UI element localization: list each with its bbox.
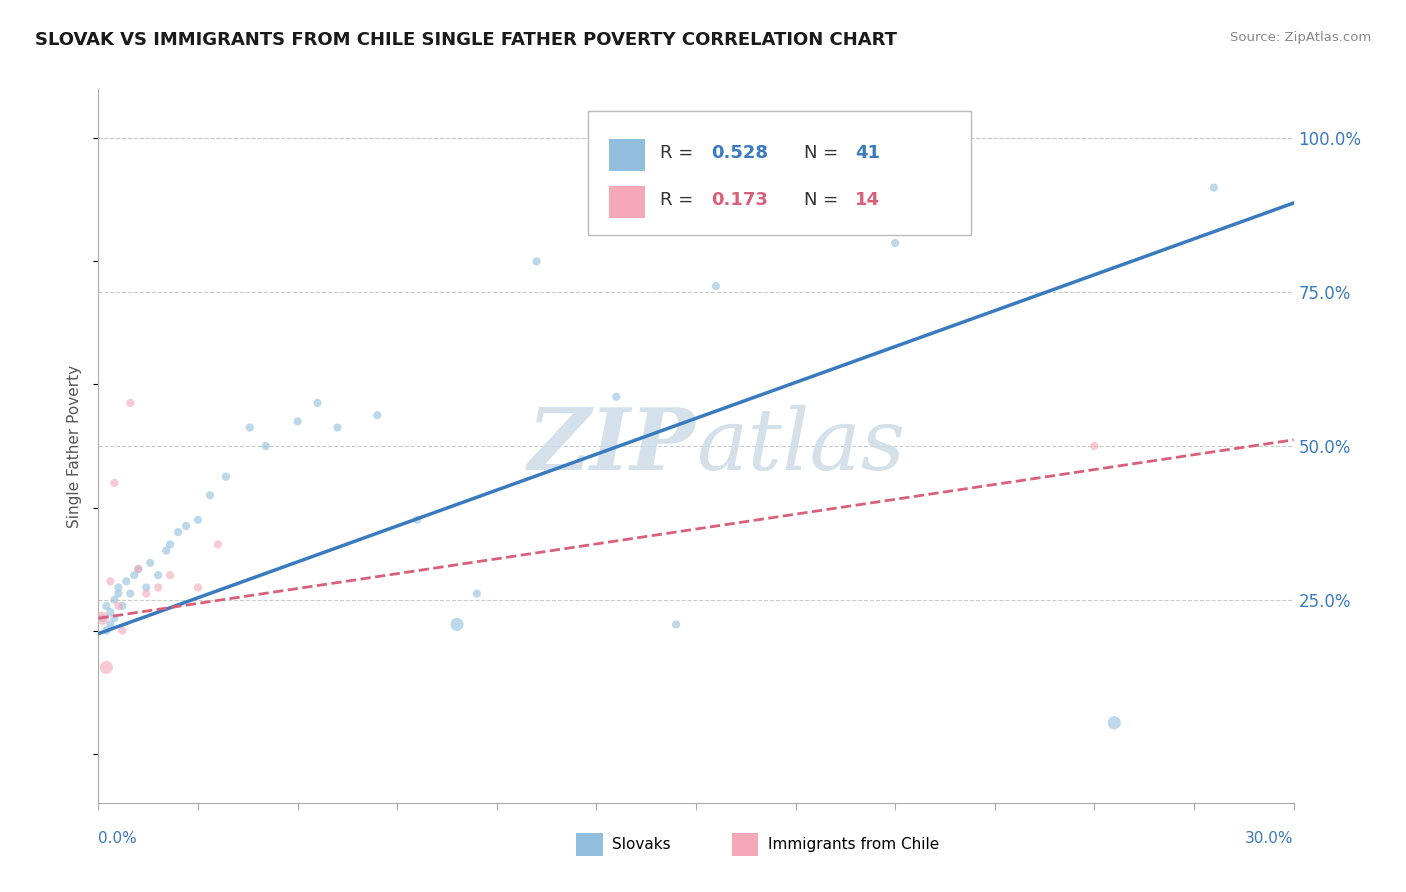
Point bbox=[526, 254, 548, 268]
Point bbox=[100, 617, 122, 632]
Point bbox=[127, 562, 149, 576]
Point bbox=[215, 469, 238, 483]
Point bbox=[155, 543, 177, 558]
Point bbox=[704, 279, 727, 293]
Text: 41: 41 bbox=[855, 145, 880, 162]
Point bbox=[96, 599, 118, 613]
Point bbox=[207, 537, 229, 551]
Point bbox=[127, 562, 149, 576]
Text: 0.528: 0.528 bbox=[711, 145, 769, 162]
Point bbox=[366, 409, 388, 423]
Text: 0.0%: 0.0% bbox=[98, 831, 138, 846]
Point bbox=[187, 581, 209, 595]
Text: N =: N = bbox=[804, 191, 844, 209]
Point bbox=[107, 587, 129, 601]
Point bbox=[148, 581, 170, 595]
Point bbox=[135, 587, 157, 601]
Point bbox=[103, 475, 125, 490]
Point bbox=[239, 420, 262, 434]
Point bbox=[91, 611, 114, 625]
Point bbox=[665, 617, 688, 632]
Point bbox=[148, 568, 170, 582]
Point bbox=[287, 414, 309, 428]
Point bbox=[96, 660, 118, 674]
FancyBboxPatch shape bbox=[588, 111, 970, 235]
Point bbox=[1083, 439, 1105, 453]
Text: 30.0%: 30.0% bbox=[1246, 831, 1294, 846]
Text: ZIP: ZIP bbox=[529, 404, 696, 488]
Point bbox=[198, 488, 221, 502]
Point bbox=[107, 599, 129, 613]
Point bbox=[1202, 180, 1225, 194]
Point bbox=[254, 439, 277, 453]
Point bbox=[326, 420, 349, 434]
Y-axis label: Single Father Poverty: Single Father Poverty bbox=[67, 365, 83, 527]
Point bbox=[465, 587, 488, 601]
Point bbox=[96, 624, 118, 638]
Text: 0.173: 0.173 bbox=[711, 191, 769, 209]
Point bbox=[139, 556, 162, 570]
Text: Source: ZipAtlas.com: Source: ZipAtlas.com bbox=[1230, 31, 1371, 45]
FancyBboxPatch shape bbox=[609, 186, 644, 218]
Point bbox=[124, 568, 146, 582]
Point bbox=[120, 396, 142, 410]
Point bbox=[307, 396, 329, 410]
Point bbox=[1102, 715, 1125, 730]
Text: 14: 14 bbox=[855, 191, 880, 209]
Point bbox=[159, 537, 181, 551]
Text: SLOVAK VS IMMIGRANTS FROM CHILE SINGLE FATHER POVERTY CORRELATION CHART: SLOVAK VS IMMIGRANTS FROM CHILE SINGLE F… bbox=[35, 31, 897, 49]
Point bbox=[446, 617, 468, 632]
FancyBboxPatch shape bbox=[576, 833, 603, 856]
Point bbox=[135, 581, 157, 595]
Point bbox=[167, 525, 190, 540]
Point bbox=[174, 519, 197, 533]
Text: N =: N = bbox=[804, 145, 844, 162]
FancyBboxPatch shape bbox=[609, 139, 644, 171]
Text: R =: R = bbox=[661, 191, 699, 209]
Point bbox=[120, 587, 142, 601]
Text: Immigrants from Chile: Immigrants from Chile bbox=[768, 838, 939, 853]
Text: Slovaks: Slovaks bbox=[613, 838, 671, 853]
Point bbox=[605, 390, 627, 404]
Text: atlas: atlas bbox=[696, 405, 905, 487]
Point bbox=[765, 211, 787, 226]
Text: R =: R = bbox=[661, 145, 699, 162]
Point bbox=[100, 574, 122, 589]
Point bbox=[884, 235, 907, 250]
Point bbox=[91, 611, 114, 625]
Point bbox=[159, 568, 181, 582]
FancyBboxPatch shape bbox=[733, 833, 758, 856]
Point bbox=[103, 592, 125, 607]
Point bbox=[107, 581, 129, 595]
Point bbox=[115, 574, 138, 589]
Point bbox=[103, 611, 125, 625]
Point bbox=[187, 513, 209, 527]
Point bbox=[100, 605, 122, 619]
Point bbox=[406, 513, 429, 527]
Point bbox=[111, 599, 134, 613]
Point bbox=[111, 624, 134, 638]
